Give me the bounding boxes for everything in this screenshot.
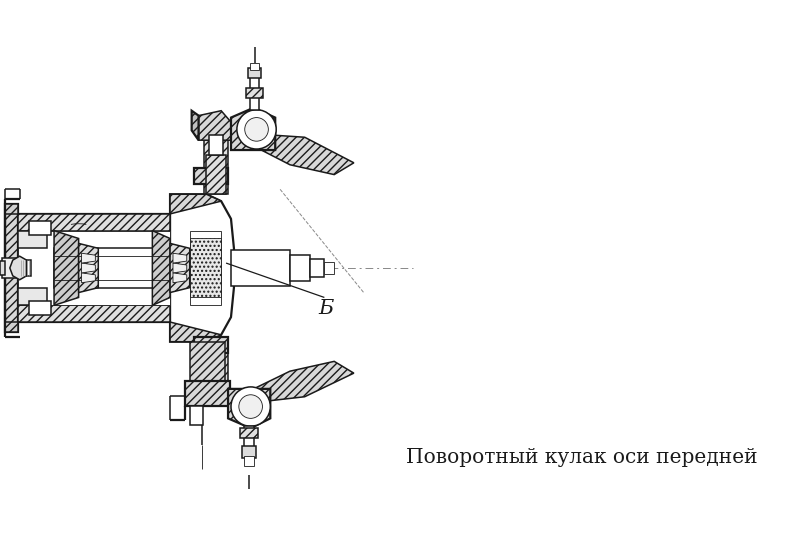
- Text: Б: Б: [318, 299, 334, 318]
- Polygon shape: [198, 111, 234, 140]
- Bar: [231, 251, 290, 286]
- Polygon shape: [190, 238, 221, 297]
- Polygon shape: [190, 231, 221, 305]
- Polygon shape: [10, 256, 26, 280]
- Polygon shape: [173, 273, 186, 282]
- Polygon shape: [5, 204, 18, 332]
- Bar: [18, 231, 47, 248]
- Polygon shape: [152, 231, 170, 305]
- Polygon shape: [78, 244, 98, 293]
- Polygon shape: [170, 194, 234, 342]
- Polygon shape: [18, 214, 170, 231]
- Polygon shape: [231, 108, 275, 150]
- Bar: [324, 262, 334, 274]
- Bar: [54, 248, 170, 288]
- Bar: [248, 68, 262, 78]
- Polygon shape: [228, 389, 270, 428]
- Polygon shape: [82, 263, 95, 273]
- Bar: [246, 88, 263, 98]
- Polygon shape: [82, 273, 95, 282]
- Bar: [185, 381, 230, 406]
- Text: Поворотный кулак оси передней: Поворотный кулак оси передней: [406, 448, 758, 467]
- Bar: [18, 214, 170, 322]
- Bar: [18, 231, 170, 305]
- Bar: [205, 342, 228, 396]
- Polygon shape: [5, 322, 18, 332]
- Polygon shape: [54, 231, 78, 305]
- Bar: [244, 426, 254, 448]
- Bar: [242, 446, 255, 458]
- Bar: [310, 259, 324, 277]
- Bar: [205, 140, 228, 194]
- Polygon shape: [194, 337, 228, 353]
- Polygon shape: [18, 305, 170, 322]
- Bar: [18, 288, 47, 305]
- Polygon shape: [5, 204, 18, 214]
- Bar: [250, 75, 259, 110]
- Circle shape: [239, 395, 262, 418]
- Polygon shape: [255, 135, 354, 175]
- Polygon shape: [192, 111, 198, 140]
- Circle shape: [245, 118, 268, 141]
- Bar: [30, 301, 51, 315]
- Bar: [290, 255, 310, 281]
- Bar: [0, 261, 5, 275]
- Polygon shape: [173, 253, 186, 263]
- Polygon shape: [170, 322, 221, 342]
- Polygon shape: [170, 244, 190, 293]
- Polygon shape: [82, 253, 95, 263]
- Bar: [250, 62, 259, 70]
- Circle shape: [237, 110, 276, 149]
- Bar: [206, 155, 226, 194]
- Bar: [18, 260, 31, 276]
- Bar: [210, 135, 223, 155]
- Bar: [244, 456, 254, 465]
- Bar: [190, 342, 225, 386]
- Polygon shape: [254, 361, 354, 401]
- Polygon shape: [170, 194, 221, 214]
- Bar: [30, 221, 51, 235]
- Polygon shape: [173, 263, 186, 273]
- Circle shape: [231, 387, 270, 426]
- Polygon shape: [194, 168, 228, 184]
- Bar: [2, 258, 18, 278]
- Bar: [240, 428, 258, 438]
- Bar: [190, 406, 203, 425]
